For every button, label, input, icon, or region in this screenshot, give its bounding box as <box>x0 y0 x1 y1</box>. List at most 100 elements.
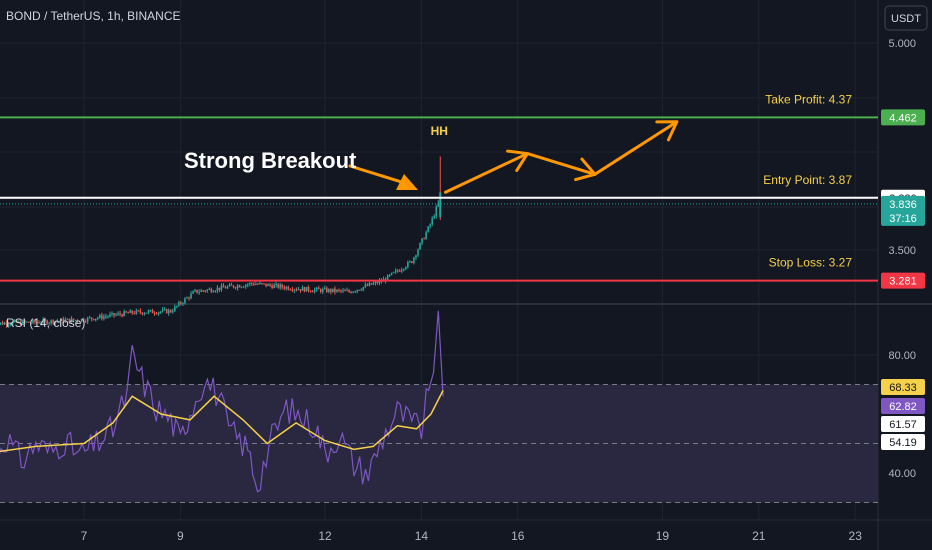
candle-body <box>411 261 413 263</box>
candle-body <box>107 316 109 318</box>
candle-body <box>101 315 103 319</box>
candle-body <box>99 315 101 318</box>
candle-body <box>13 320 16 323</box>
candle-body <box>133 313 136 315</box>
candle-body <box>370 283 373 285</box>
candle-body <box>400 269 403 272</box>
rsi-axis[interactable]: 80.00 40.00 68.33 62.82 61.57 54.19 <box>881 350 925 480</box>
candle-body <box>293 289 296 291</box>
candle-body <box>113 313 115 316</box>
candle-body <box>137 310 140 312</box>
candle-body <box>319 289 322 292</box>
candle-body <box>427 226 429 233</box>
candle-body <box>257 284 259 286</box>
candle-body <box>171 311 174 313</box>
candle-body <box>259 282 261 285</box>
candle-body <box>269 284 271 286</box>
candle-body <box>190 293 192 299</box>
candle-body <box>86 317 89 322</box>
candle-body <box>398 270 401 272</box>
candle-body <box>283 287 286 289</box>
candle-body <box>313 289 316 292</box>
rsi-tick-label: 80.00 <box>888 350 916 362</box>
price-pane[interactable]: Take Profit: 4.37 Entry Point: 3.87 Stop L… <box>0 92 878 328</box>
candle-body <box>9 324 12 326</box>
candle-body <box>46 320 48 324</box>
candle-body <box>307 286 310 291</box>
projection-arrows <box>348 120 679 194</box>
candle-body <box>263 283 265 285</box>
symbol-title: BOND / TetherUS, 1h, BINANCE <box>6 9 181 23</box>
candle-body <box>334 288 336 292</box>
candle-body <box>405 267 407 270</box>
candle-body <box>224 287 227 289</box>
rsi-tick-label: 40.00 <box>888 468 916 480</box>
candle-body <box>22 320 24 325</box>
candle-body <box>415 255 417 258</box>
candle-body <box>109 314 111 317</box>
candle-body <box>368 283 371 286</box>
candle-body <box>36 322 38 324</box>
level-label: Stop Loss: 3.27 <box>769 256 853 270</box>
candle-body <box>115 314 117 316</box>
candle-body <box>1 322 4 325</box>
candle-body <box>143 313 146 315</box>
candle-body <box>394 270 397 272</box>
candle-body <box>253 283 255 285</box>
candle-body <box>240 286 243 288</box>
candle-body <box>362 287 365 290</box>
candle-body <box>366 284 369 286</box>
candle-body <box>151 309 154 314</box>
rsi-pane[interactable]: RSI (14, close) <box>0 310 878 503</box>
candle-body <box>222 285 225 288</box>
candle-body <box>159 311 162 313</box>
candle-body <box>3 322 6 325</box>
candle-body <box>417 249 419 256</box>
candle-body <box>232 285 235 288</box>
candle-body <box>279 284 281 288</box>
currency-button[interactable]: USDT <box>884 5 928 31</box>
candle-body <box>413 257 415 263</box>
level-label: Take Profit: 4.37 <box>765 92 852 106</box>
candle-body <box>297 289 300 291</box>
candle-body <box>242 286 245 288</box>
candle-body <box>228 284 231 287</box>
candle-body <box>216 287 219 291</box>
candle-body <box>11 322 14 325</box>
candle-body <box>323 288 326 290</box>
candle-body <box>82 318 85 322</box>
candle-body <box>275 283 277 285</box>
candle-body <box>167 310 170 314</box>
candle-body <box>386 275 389 281</box>
candle-body <box>7 324 10 326</box>
time-axis[interactable]: 7 9 12 14 16 19 21 23 <box>81 529 863 543</box>
time-tick-label: 23 <box>849 529 863 543</box>
candle-body <box>340 290 342 292</box>
candle-body <box>214 290 217 292</box>
candle-body <box>180 302 182 304</box>
candle-body <box>90 317 93 319</box>
candle-body <box>403 269 405 271</box>
breakout-arrow <box>348 164 410 186</box>
candle-body <box>309 290 312 292</box>
candle-body <box>145 312 148 314</box>
candle-body <box>192 291 194 294</box>
candle-body <box>62 318 65 323</box>
candle-body <box>139 310 142 313</box>
rsi-value-tag <box>881 398 925 414</box>
candle-body <box>0 322 2 324</box>
candle-body <box>178 302 180 306</box>
candle-body <box>407 262 409 268</box>
rsi-value-label: 61.57 <box>889 419 917 431</box>
candle-body <box>72 318 75 321</box>
candle-body <box>328 289 330 293</box>
price-tick-label: 3.500 <box>888 245 916 257</box>
candle-body <box>277 283 279 288</box>
candle-body <box>281 284 284 288</box>
candle-body <box>423 238 425 240</box>
candle-body <box>271 285 273 289</box>
candle-body <box>303 287 306 292</box>
candle-body <box>157 312 160 314</box>
